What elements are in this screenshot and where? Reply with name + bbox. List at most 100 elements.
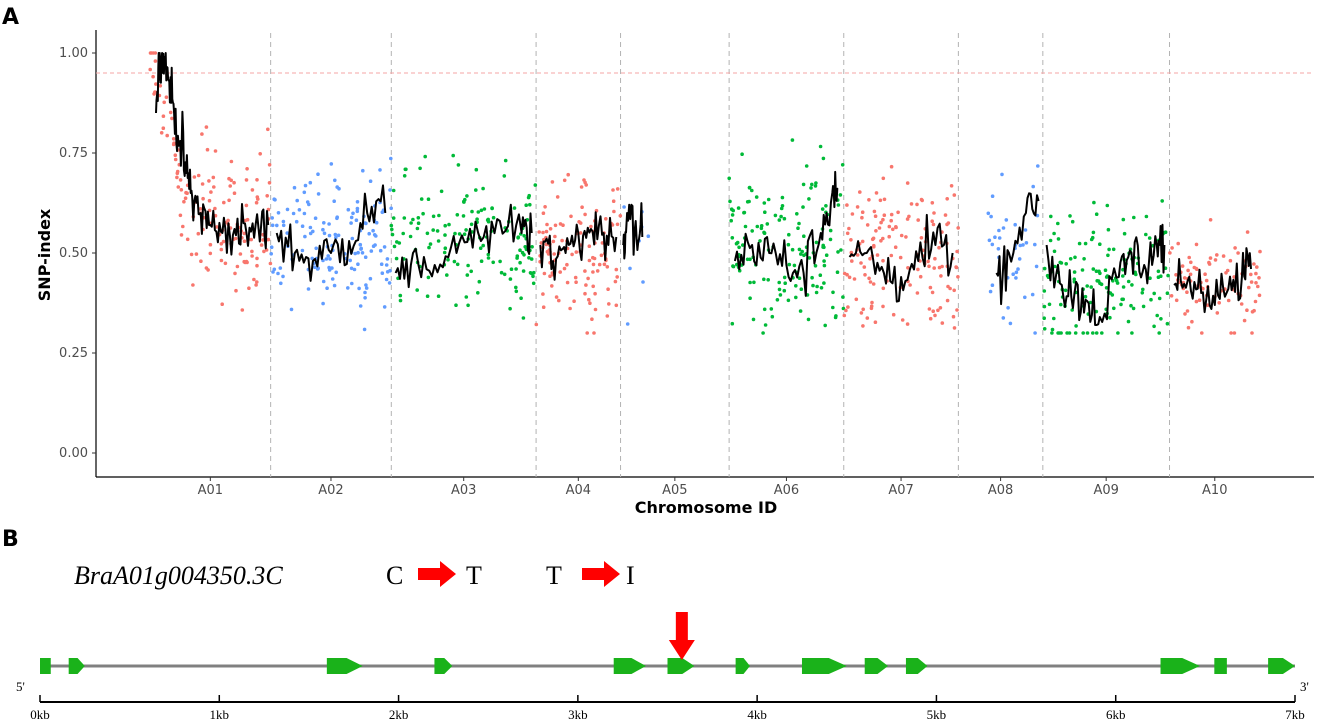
snp-point [164, 95, 169, 99]
snp-point [786, 298, 791, 303]
snp-point [1221, 254, 1226, 258]
snp-point [1213, 258, 1218, 262]
snp-point [1035, 213, 1040, 218]
snp-point [578, 221, 583, 225]
snp-point [382, 305, 387, 309]
snp-point [926, 259, 930, 264]
snp-point [380, 271, 385, 276]
snp-point [267, 163, 272, 167]
snp-point [881, 258, 885, 263]
snp-point [255, 178, 259, 182]
snp-point [1155, 313, 1159, 318]
snp-point [956, 226, 960, 230]
snp-point [1203, 272, 1207, 277]
snp-point [730, 321, 735, 326]
snp-point [814, 181, 818, 185]
exon [613, 658, 646, 674]
snp-point [1011, 272, 1015, 277]
snp-point [371, 244, 376, 248]
snp-point [928, 285, 933, 290]
snp-point [806, 317, 811, 322]
snp-point [557, 298, 561, 303]
snp-point [578, 231, 583, 235]
snp-point [873, 320, 878, 325]
snp-point [891, 227, 895, 232]
snp-point [562, 266, 567, 271]
snp-point [1091, 267, 1096, 271]
snp-point [182, 199, 186, 204]
snp-point [512, 206, 517, 210]
snp-point [775, 298, 780, 302]
snp-point [777, 218, 782, 222]
snp-point [1096, 279, 1101, 283]
snp-point [397, 241, 402, 245]
snp-points [148, 51, 1262, 335]
snp-point [819, 286, 824, 290]
snp-point [336, 233, 341, 238]
snp-point [1042, 304, 1047, 309]
snp-point [178, 178, 183, 182]
snp-point [1225, 268, 1230, 273]
snp-point [779, 206, 784, 211]
snp-point [777, 280, 781, 285]
snp-point [498, 259, 502, 264]
snp-point [1111, 247, 1116, 252]
snp-point [990, 283, 995, 288]
snp-point [1257, 276, 1261, 280]
snp-point [1208, 218, 1213, 222]
snp-point [355, 206, 360, 211]
snp-point [752, 280, 756, 285]
snp-point [777, 287, 782, 292]
snp-point [427, 245, 431, 250]
snp-point [794, 295, 798, 300]
snp-point [918, 274, 923, 279]
snp-point [927, 307, 932, 311]
snp-point [232, 191, 237, 195]
snp-point [159, 131, 164, 135]
snp-point [415, 226, 420, 231]
snp-point [545, 222, 549, 227]
snp-point [199, 259, 203, 264]
snp-point [881, 176, 886, 181]
snp-point [425, 231, 430, 236]
snp-point [175, 169, 180, 174]
snp-point [565, 280, 570, 285]
snp-point [481, 186, 485, 191]
snp-point [439, 189, 444, 194]
y-tick-label: 0.75 [59, 146, 88, 161]
snp-point [1024, 241, 1029, 245]
snp-point [796, 226, 800, 230]
snp-point [348, 258, 353, 263]
snp-point [915, 291, 920, 295]
snp-point [281, 223, 286, 228]
snp-point [250, 254, 254, 258]
panel-a-letter: A [2, 5, 19, 30]
snp-point [845, 231, 850, 236]
snp-point [519, 296, 523, 301]
snp-point [766, 197, 771, 202]
snp-point [281, 219, 286, 224]
snp-point [943, 213, 948, 217]
exon [1214, 658, 1227, 674]
snp-point [593, 307, 598, 312]
snp-point [1068, 257, 1073, 261]
snp-point [368, 276, 373, 281]
snp-point [1091, 230, 1096, 235]
snp-point [542, 271, 547, 276]
snp-point [945, 298, 950, 303]
snp-point [1197, 298, 1202, 303]
snp-point [337, 186, 341, 191]
snp-point [955, 308, 959, 312]
snp-point [833, 315, 838, 320]
snp-point [416, 221, 421, 225]
snp-point [240, 308, 245, 312]
x-tick-label: A09 [1093, 483, 1118, 498]
snp-point [1159, 317, 1163, 321]
snp-point [852, 277, 857, 281]
snp-point [1194, 242, 1199, 247]
snp-point [421, 211, 425, 216]
snp-point [919, 197, 924, 202]
exon [326, 658, 363, 674]
snp-point [1200, 331, 1204, 335]
snp-point [423, 154, 428, 159]
